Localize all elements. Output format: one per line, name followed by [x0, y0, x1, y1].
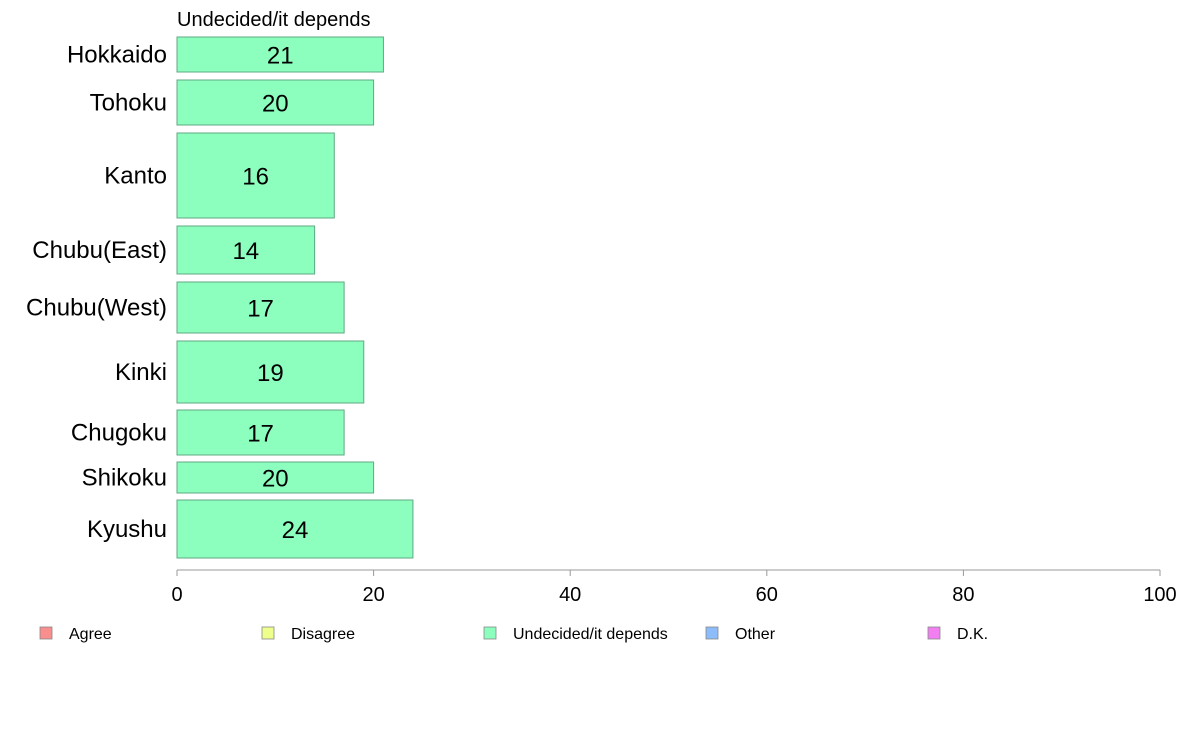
bar-tohoku: [176, 79, 375, 126]
category-label: Kyushu: [87, 516, 167, 543]
value-label: 14: [232, 238, 259, 265]
legend-swatch: [705, 626, 719, 640]
legend-label: Other: [735, 626, 776, 643]
bar-kyushu: [176, 499, 414, 559]
legend-swatch: [261, 626, 275, 640]
x-tick-label: 20: [362, 584, 384, 606]
category-label: Kinki: [115, 359, 167, 386]
legend-item: Undecided/it depends: [483, 626, 668, 643]
legend-item: Agree: [39, 626, 112, 643]
category-label: Kanto: [104, 163, 167, 190]
legend-item: Disagree: [261, 626, 355, 643]
category-label: Chubu(West): [26, 295, 167, 322]
category-label: Shikoku: [82, 465, 167, 492]
legend-label: Disagree: [291, 626, 355, 643]
legend-label: D.K.: [957, 626, 988, 643]
panel-title: Undecided/it depends: [177, 9, 370, 31]
bar-kinki: [176, 340, 365, 404]
legend-item: D.K.: [927, 626, 988, 643]
category-label: Hokkaido: [67, 42, 167, 69]
bar-chubu-east-: [176, 225, 316, 275]
bars: Hokkaido 21 Tohoku 20 Kanto 16 Chubu(East) 14 Ch…: [26, 36, 414, 559]
bar-shikoku: [176, 461, 375, 494]
value-label: 16: [242, 164, 269, 191]
x-tick-label: 80: [952, 584, 974, 606]
x-tick-label: 0: [171, 584, 182, 606]
bar-kanto: [176, 132, 335, 219]
value-label: 24: [282, 517, 309, 544]
legend: Agree Disagree Undecided/it depends Other D.…: [39, 626, 988, 643]
value-label: 17: [247, 296, 274, 323]
legend-item: Other: [705, 626, 776, 643]
value-label: 20: [262, 466, 289, 493]
x-tick-label: 100: [1143, 584, 1176, 606]
legend-label: Undecided/it depends: [513, 626, 668, 643]
legend-label: Agree: [69, 626, 112, 643]
bar-hokkaido: [176, 36, 384, 73]
x-axis: 0 20 40 60 80 100: [171, 569, 1177, 606]
value-label: 20: [262, 91, 289, 118]
x-tick-label: 60: [756, 584, 778, 606]
category-label: Chugoku: [71, 420, 167, 447]
category-label: Tohoku: [90, 90, 167, 117]
category-label: Chubu(East): [32, 237, 167, 264]
bar-chugoku: [176, 409, 345, 456]
value-label: 21: [267, 43, 294, 70]
x-tick-label: 40: [559, 584, 581, 606]
legend-swatch: [483, 626, 497, 640]
value-label: 17: [247, 421, 274, 448]
value-label: 19: [257, 360, 284, 387]
bar-chubu-west-: [176, 281, 345, 334]
legend-swatch: [927, 626, 941, 640]
legend-swatch: [39, 626, 53, 640]
